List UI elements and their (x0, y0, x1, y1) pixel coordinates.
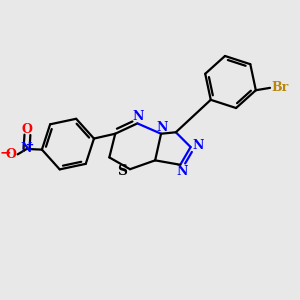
Text: N: N (176, 165, 188, 178)
Text: S: S (117, 164, 127, 178)
Text: −: − (0, 146, 11, 160)
Text: N: N (21, 142, 32, 155)
Text: N: N (132, 110, 144, 123)
Text: O: O (6, 148, 16, 161)
Text: Br: Br (272, 81, 289, 94)
Text: O: O (22, 123, 33, 136)
Text: N: N (192, 139, 204, 152)
Text: +: + (26, 140, 34, 151)
Text: N: N (157, 121, 168, 134)
